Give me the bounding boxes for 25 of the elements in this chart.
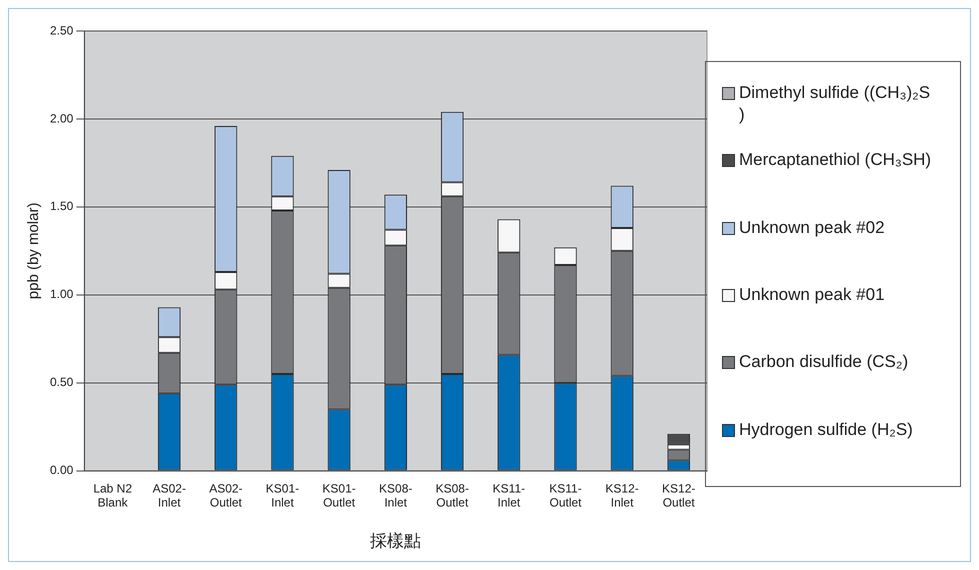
legend-label: Unknown peak #02 [739, 216, 886, 239]
x-tick-label: AS02-Inlet [152, 481, 186, 510]
legend-label: Hydrogen sulfide (H₂S) [739, 418, 914, 441]
y-axis-title: ppb (by molar) [25, 202, 42, 300]
x-tick-label: KS12-Outlet [662, 481, 696, 510]
x-tick-label: KS11-Inlet [492, 481, 526, 510]
y-tick-label: 1.50 [50, 199, 74, 214]
x-tick-label: KS01-Inlet [266, 481, 300, 510]
x-tick-label: KS08-Outlet [436, 481, 469, 510]
y-tick-label: 0.00 [50, 463, 74, 478]
legend-label: Carbon disulfide (CS₂) [739, 351, 910, 374]
y-tick-label: 2.50 [50, 23, 74, 38]
x-tick-label: AS02-Outlet [209, 481, 243, 510]
x-tick-label: KS11-Outlet [549, 481, 582, 510]
y-tick-label: 2.00 [50, 111, 74, 126]
legend-label: Mercaptanethiol (CH₃SH) [739, 149, 932, 172]
x-tick-label: KS08-Inlet [379, 481, 412, 510]
y-tick-label: 1.00 [50, 287, 74, 302]
legend-label: Unknown peak #01 [739, 284, 886, 306]
legend-label: Dimethyl sulfide ((CH₃)₂S ) [739, 82, 932, 126]
x-tick-label: Lab N2 Blank [93, 481, 132, 510]
x-tick-label: KS12-Inlet [605, 481, 639, 510]
x-axis-title: 採樣點 [370, 531, 422, 550]
x-tick-label: KS01-Outlet [322, 481, 356, 510]
y-tick-label: 0.50 [50, 375, 74, 390]
